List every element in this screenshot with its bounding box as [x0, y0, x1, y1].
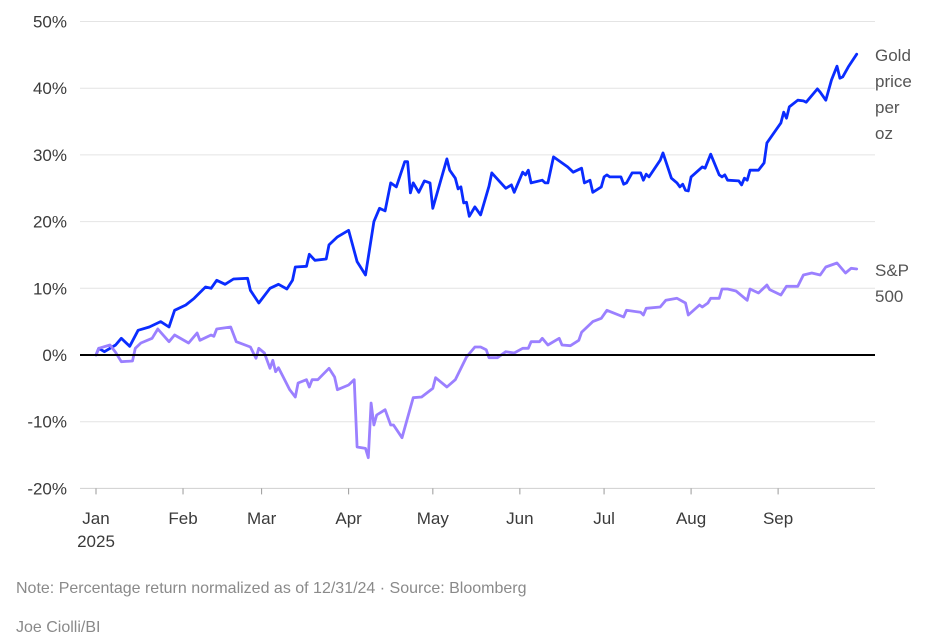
x-tick-label: May — [417, 509, 450, 528]
y-tick-label: 40% — [33, 79, 67, 98]
y-tick-label: 0% — [42, 346, 67, 365]
x-tick-label: Apr — [335, 509, 362, 528]
x-tick-label: Mar — [247, 509, 277, 528]
x-tick-label: Jul — [593, 509, 615, 528]
series-label: oz — [875, 124, 893, 143]
series-label: 500 — [875, 287, 903, 306]
footnote: Note: Percentage return normalized as of… — [16, 580, 527, 597]
y-tick-label: 20% — [33, 213, 67, 232]
y-tick-label: 30% — [33, 146, 67, 165]
series-label: price — [875, 72, 912, 91]
x-tick-label: Aug — [676, 509, 706, 528]
series-label: S&P — [875, 261, 909, 280]
series-line-sp500 — [94, 261, 859, 460]
y-tick-label: 50% — [33, 13, 67, 32]
x-tick-label: Sep — [763, 509, 793, 528]
y-tick-label: 10% — [33, 279, 67, 298]
x-tick-label: Jun — [506, 509, 533, 528]
credit: Joe Ciolli/BI — [16, 619, 101, 636]
y-tick-label: -20% — [27, 479, 67, 498]
x-tick-label: Feb — [168, 509, 197, 528]
x-tick-label: Jan — [82, 509, 109, 528]
y-tick-label: -10% — [27, 413, 67, 432]
series-label: Gold — [875, 46, 911, 65]
x-tick-year: 2025 — [77, 532, 115, 551]
series-label: per — [875, 98, 900, 117]
series-line-gold — [94, 52, 859, 357]
